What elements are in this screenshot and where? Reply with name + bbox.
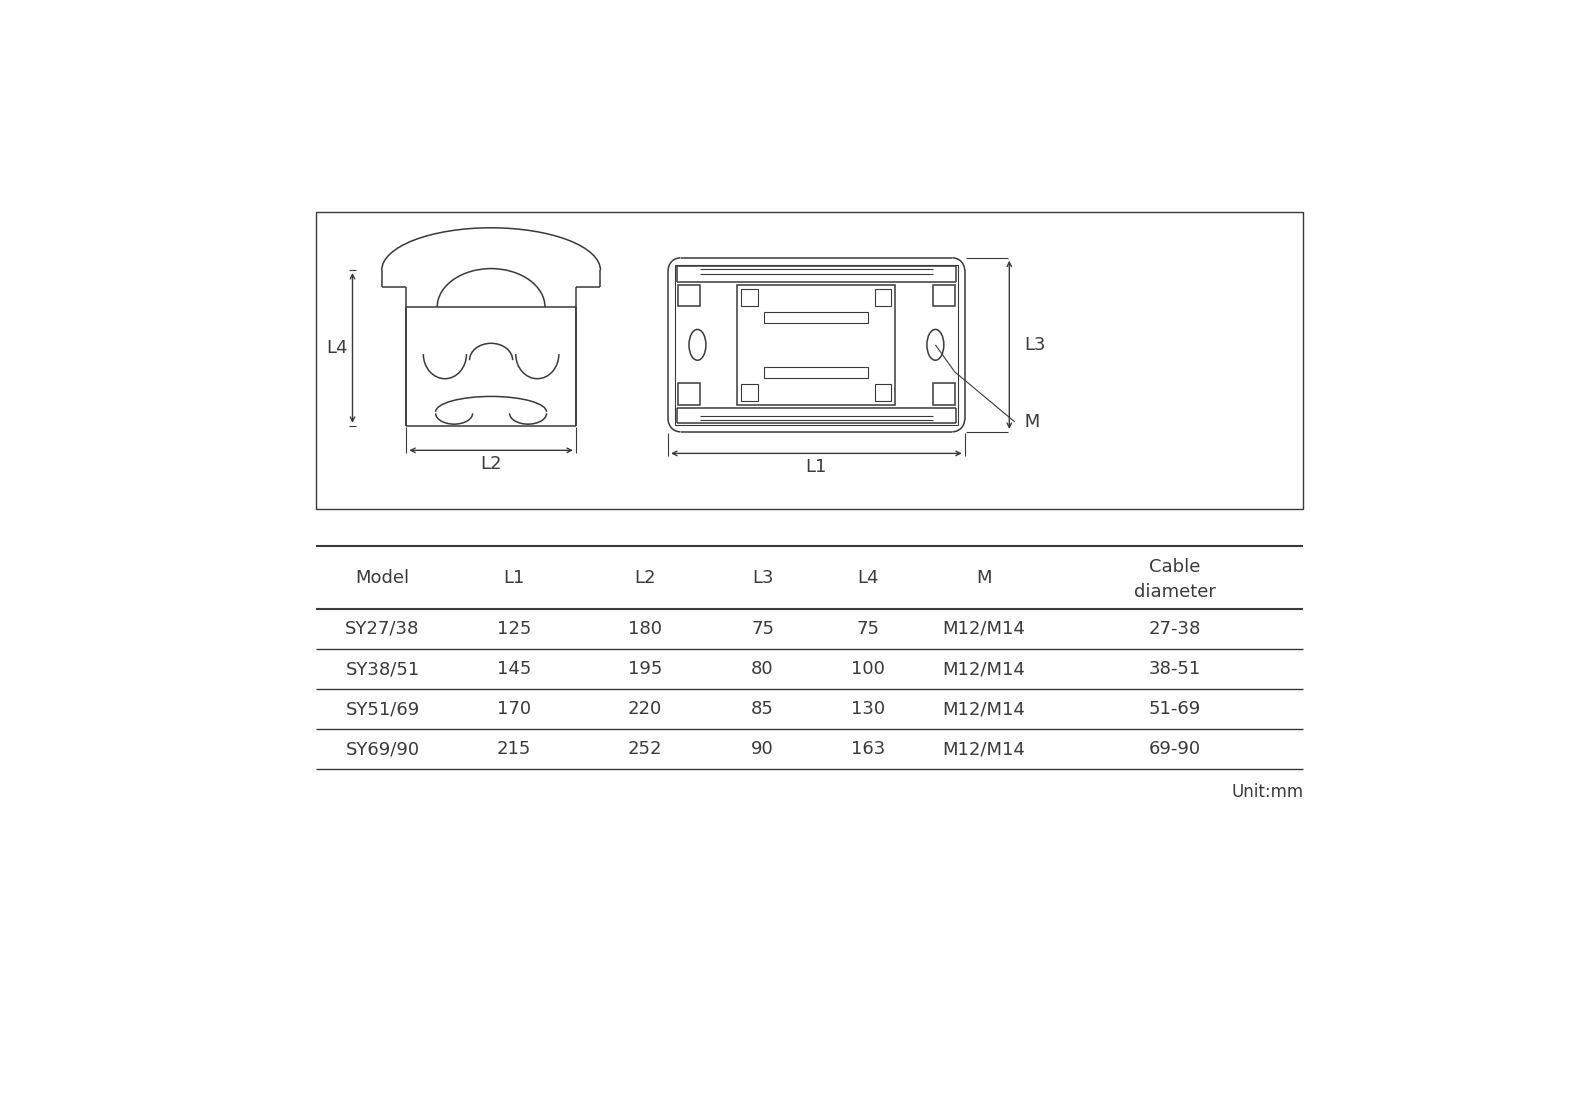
Text: 180: 180 — [628, 620, 662, 638]
Text: L4: L4 — [857, 569, 879, 587]
Text: SY38/51: SY38/51 — [346, 660, 419, 678]
Text: 90: 90 — [751, 740, 774, 759]
Text: diameter: diameter — [1133, 583, 1216, 601]
Bar — [678, 285, 700, 306]
Text: 80: 80 — [751, 660, 774, 678]
Text: 252: 252 — [628, 740, 662, 759]
Text: M12/M14: M12/M14 — [943, 740, 1025, 759]
Text: 130: 130 — [851, 700, 886, 718]
Text: Cable: Cable — [1149, 558, 1200, 577]
Bar — [678, 384, 700, 405]
Text: 163: 163 — [851, 740, 886, 759]
Bar — [738, 285, 895, 405]
Text: L1: L1 — [503, 569, 525, 587]
Text: L3: L3 — [1025, 336, 1046, 354]
Text: M12/M14: M12/M14 — [943, 700, 1025, 718]
Bar — [316, 212, 1303, 509]
Text: 195: 195 — [628, 660, 662, 678]
Bar — [765, 367, 868, 378]
Bar — [741, 288, 759, 306]
Text: L2: L2 — [481, 455, 501, 474]
Text: 38-51: 38-51 — [1149, 660, 1201, 678]
Text: SY27/38: SY27/38 — [346, 620, 419, 638]
Bar — [933, 285, 955, 306]
Text: 75: 75 — [857, 620, 879, 638]
Bar — [933, 384, 955, 405]
Text: M: M — [1019, 413, 1039, 430]
Bar — [874, 288, 892, 306]
Text: L4: L4 — [327, 339, 348, 357]
Text: M12/M14: M12/M14 — [943, 660, 1025, 678]
Bar — [674, 265, 957, 425]
Bar — [741, 384, 759, 401]
Bar — [765, 312, 868, 323]
Text: Model: Model — [355, 569, 409, 587]
Text: SY69/90: SY69/90 — [346, 740, 419, 759]
Text: 51-69: 51-69 — [1149, 700, 1201, 718]
Text: L2: L2 — [635, 569, 655, 587]
Text: 215: 215 — [497, 740, 532, 759]
Text: 145: 145 — [497, 660, 532, 678]
Bar — [874, 384, 892, 401]
Text: M12/M14: M12/M14 — [943, 620, 1025, 638]
Text: M: M — [976, 569, 992, 587]
Text: SY51/69: SY51/69 — [346, 700, 419, 718]
Text: L1: L1 — [806, 458, 827, 476]
Text: 27-38: 27-38 — [1149, 620, 1201, 638]
Text: L3: L3 — [752, 569, 773, 587]
Text: 75: 75 — [751, 620, 774, 638]
Text: Unit:mm: Unit:mm — [1232, 783, 1303, 801]
Text: 100: 100 — [852, 660, 886, 678]
Text: 220: 220 — [628, 700, 662, 718]
Text: 85: 85 — [751, 700, 774, 718]
Text: 69-90: 69-90 — [1149, 740, 1200, 759]
Text: 125: 125 — [497, 620, 532, 638]
Text: 170: 170 — [497, 700, 532, 718]
